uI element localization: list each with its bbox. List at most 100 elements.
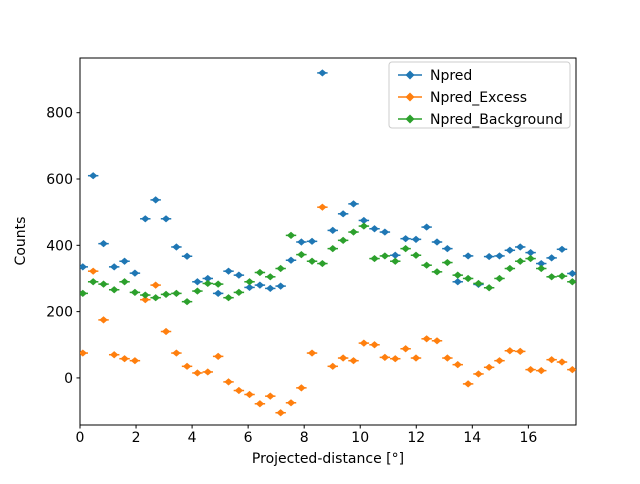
data-point xyxy=(130,288,140,296)
data-point xyxy=(432,268,442,276)
data-point xyxy=(505,246,515,254)
data-point xyxy=(286,399,296,407)
data-point xyxy=(141,296,150,304)
data-point xyxy=(172,349,181,357)
data-point xyxy=(318,259,327,268)
data-point xyxy=(516,243,525,251)
data-point xyxy=(359,216,369,225)
data-point xyxy=(276,409,285,417)
data-point xyxy=(151,281,160,289)
data-point xyxy=(463,252,473,260)
data-point xyxy=(328,226,337,234)
data-point xyxy=(255,400,265,408)
x-axis-label: Projected-distance [°] xyxy=(252,451,404,467)
data-point xyxy=(99,316,108,324)
data-point xyxy=(109,263,119,271)
y-tick-label: 200 xyxy=(46,305,73,321)
series-Npred_Excess xyxy=(80,203,576,417)
data-point xyxy=(338,236,348,244)
data-point xyxy=(172,289,181,297)
data-point xyxy=(443,354,452,362)
data-point xyxy=(182,252,192,260)
data-point xyxy=(120,257,129,265)
data-point xyxy=(495,357,504,365)
data-point xyxy=(568,366,576,374)
data-point xyxy=(99,240,108,248)
data-point xyxy=(286,256,296,264)
x-tick-label: 4 xyxy=(188,430,197,446)
data-point xyxy=(411,251,421,259)
data-point xyxy=(516,347,525,356)
data-point xyxy=(182,298,192,306)
data-point xyxy=(88,278,98,286)
legend-box xyxy=(388,61,571,129)
data-point xyxy=(88,267,98,275)
data-point xyxy=(286,231,296,239)
data-point xyxy=(120,355,129,363)
data-point xyxy=(266,284,275,293)
data-point xyxy=(203,279,212,288)
data-point xyxy=(359,222,369,230)
x-tick-label: 8 xyxy=(300,430,309,446)
data-point xyxy=(338,210,348,218)
data-point xyxy=(391,257,400,265)
y-tick-label: 0 xyxy=(64,371,73,387)
data-point xyxy=(568,269,576,278)
data-point xyxy=(234,271,244,279)
data-point xyxy=(568,278,576,286)
data-point xyxy=(172,243,181,251)
data-point xyxy=(526,366,535,374)
data-point xyxy=(193,278,202,286)
data-point xyxy=(109,351,119,359)
data-point xyxy=(380,228,390,236)
data-point xyxy=(328,245,337,253)
data-point xyxy=(453,278,462,286)
legend-label-npred-excess: Npred_Excess xyxy=(430,90,527,106)
data-point xyxy=(422,261,431,269)
data-point xyxy=(474,279,483,288)
x-tick-label: 0 xyxy=(76,430,85,446)
data-point xyxy=(432,238,442,246)
legend-entry-npred: Npred xyxy=(398,68,472,84)
data-point xyxy=(224,294,233,302)
data-point xyxy=(526,254,535,263)
y-tick-label: 400 xyxy=(46,238,73,254)
data-point xyxy=(255,268,265,277)
data-point xyxy=(453,271,462,279)
data-point xyxy=(370,341,379,349)
data-point xyxy=(422,223,431,231)
data-point xyxy=(495,252,504,260)
data-point xyxy=(349,357,358,365)
data-point xyxy=(88,172,98,180)
data-point xyxy=(245,278,254,286)
data-point xyxy=(224,267,233,275)
legend-entry-npred-background: Npred_Background xyxy=(398,112,563,128)
data-point xyxy=(391,355,400,363)
data-point xyxy=(141,291,150,299)
y-axis-label: Counts xyxy=(13,217,29,266)
data-point xyxy=(297,384,306,392)
x-tick-label: 12 xyxy=(407,430,425,446)
data-point xyxy=(245,283,254,292)
legend: Npred Npred_Excess Npred_Background xyxy=(388,61,571,129)
data-point xyxy=(557,358,567,366)
data-point xyxy=(526,249,535,257)
data-point xyxy=(80,349,88,357)
data-point xyxy=(213,289,223,297)
data-point xyxy=(505,264,515,273)
data-point xyxy=(318,69,327,77)
legend-label-npred-background: Npred_Background xyxy=(430,112,563,128)
data-point xyxy=(401,235,410,243)
y-tick-label: 800 xyxy=(46,106,73,122)
data-point xyxy=(370,254,379,263)
data-point xyxy=(328,362,337,370)
legend-entry-npred-excess: Npred_Excess xyxy=(398,90,527,106)
npred-background-marker-icon xyxy=(405,114,415,124)
series-Npred xyxy=(80,69,576,297)
data-point xyxy=(130,357,140,365)
data-point xyxy=(391,251,400,259)
data-point xyxy=(463,380,473,388)
npred-excess-marker-icon xyxy=(405,92,415,102)
data-point xyxy=(484,363,494,371)
